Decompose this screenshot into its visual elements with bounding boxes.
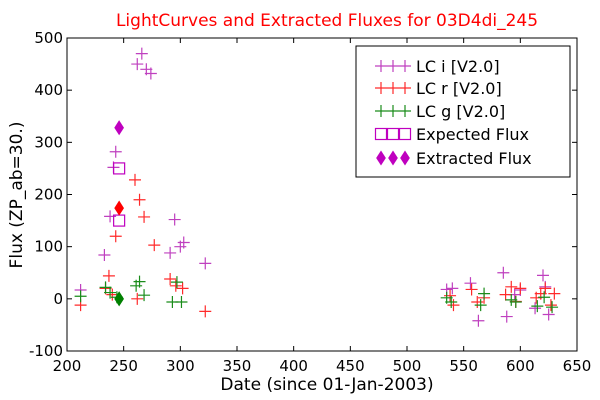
data-point [138,210,151,223]
data-point [500,310,513,323]
data-point [505,280,518,293]
legend-marker [399,82,411,94]
data-point [546,301,559,314]
data-point [464,277,477,290]
data-point [445,295,458,308]
data-point [544,299,557,312]
data-point [542,308,555,321]
legend-marker [375,105,387,117]
x-tick-label: 200 [53,357,82,375]
x-tick-label: 600 [506,357,535,375]
data-point [176,282,189,295]
data-point [113,162,126,175]
data-point [144,67,157,80]
data-point [98,249,111,262]
data-point [472,314,485,327]
data-point [509,295,522,308]
data-point [444,289,457,302]
data-point [474,299,487,312]
x-tick-label: 400 [279,357,308,375]
y-tick-label: 200 [34,186,63,204]
legend-marker [399,105,411,117]
y-tick-label: 300 [34,133,63,151]
data-marks [74,47,561,327]
data-point [168,213,181,226]
x-axis-label: Date (since 01-Jan-2003) [220,375,433,395]
data-point [114,291,124,307]
y-tick-label: 100 [34,238,63,256]
legend-marker [386,127,400,141]
x-tick-label: 650 [563,357,592,375]
chart-title: LightCurves and Extracted Fluxes for 03D… [116,11,538,31]
data-point [539,282,552,295]
data-point [177,236,190,249]
legend-marker [387,60,399,72]
data-point [133,193,146,206]
legend-label: LC i [V2.0] [416,57,500,76]
data-point [104,210,117,223]
data-point [114,200,124,216]
data-point [471,295,484,308]
legend-marker [375,82,387,94]
data-point [446,282,459,295]
data-point [447,299,460,312]
legend-marker [374,127,388,141]
data-point [135,47,148,60]
legend-marker [398,127,412,141]
data-point [537,269,549,282]
y-axis-label: Flux (ZP_ab=30.) [7,122,27,269]
data-point [114,120,124,136]
data-point [465,283,478,296]
x-tick-label: 350 [223,357,252,375]
legend: LC i [V2.0] LC r [V2.0] LC g [V2.0] Expecte… [355,45,571,178]
x-tick-label: 500 [393,357,422,375]
legend-marker [399,60,411,72]
data-point [109,230,122,243]
data-point [514,282,527,295]
x-tick-label: 550 [449,357,478,375]
data-point [199,257,212,270]
data-point [102,269,115,282]
data-point [164,273,177,286]
data-point [104,286,117,299]
legend-label: Extracted Flux [416,149,532,168]
data-point [478,287,491,300]
data-point [138,289,151,302]
legend-label: LC r [V2.0] [416,79,502,98]
data-point [131,58,144,71]
legend-marker [400,150,410,166]
legend-label: LC g [V2.0] [416,102,505,121]
data-point [164,246,177,259]
data-point [175,295,188,308]
legend-marker [388,150,398,166]
data-point [497,266,510,279]
data-point [109,145,122,158]
data-point [131,292,144,305]
legend-marker [376,150,386,166]
legend-marker [387,105,399,117]
y-tick-label: 500 [34,29,63,47]
y-tick-label: 400 [34,81,63,99]
y-tick-label: -100 [29,342,63,360]
data-point [199,305,212,318]
data-point [74,290,87,303]
legend-label: Expected Flux [416,125,529,144]
data-point [148,239,161,252]
axes: 200 250 300 350 400 450 500 550 600 650 -100 0 100 20… [29,29,591,375]
data-point [538,291,551,304]
data-point [170,276,183,289]
data-point [129,173,141,186]
data-point [531,300,544,313]
x-tick-label: 250 [109,357,138,375]
data-point [499,288,512,301]
legend-marker [387,82,399,94]
y-tick-label: 0 [53,290,63,308]
x-tick-label: 450 [336,357,365,375]
legend-marker [375,60,387,72]
data-point [529,302,542,315]
data-point [548,287,561,300]
x-tick-label: 300 [166,357,195,375]
data-point [133,275,146,288]
